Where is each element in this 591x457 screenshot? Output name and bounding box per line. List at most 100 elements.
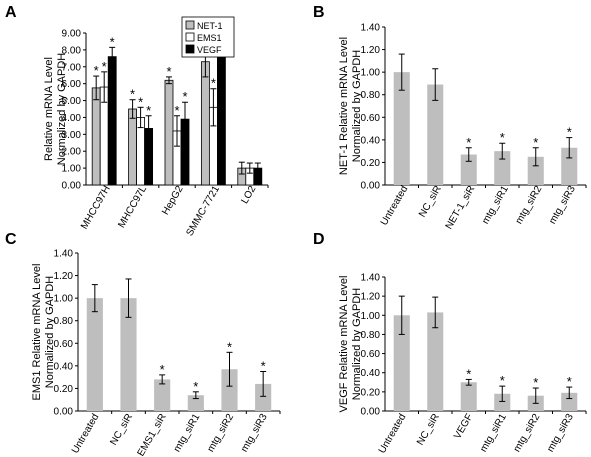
panel-c: C EMS1 Relative mRNA LevelNormalized by G… bbox=[5, 231, 281, 457]
x-tick-label: mtg_siR2 bbox=[514, 184, 545, 226]
y-tick-label: 1.40 bbox=[54, 249, 74, 260]
bar bbox=[393, 72, 410, 185]
y-tick-label: 1.20 bbox=[361, 45, 381, 56]
bar bbox=[527, 156, 544, 185]
x-tick-label: MHCC97H bbox=[79, 184, 113, 231]
y-tick-label: 0.20 bbox=[361, 158, 381, 169]
y-axis-label-line: Relative mRNA Level bbox=[43, 57, 55, 161]
legend-swatch bbox=[185, 44, 195, 54]
y-tick-label: 2.00 bbox=[62, 147, 82, 158]
x-tick-label: mtg_siR3 bbox=[239, 412, 270, 454]
significance-asterisk: * bbox=[500, 373, 505, 388]
significance-asterisk: * bbox=[182, 89, 187, 104]
significance-asterisk: * bbox=[146, 103, 151, 118]
x-tick-label: Untreated bbox=[70, 412, 101, 456]
x-tick-label: NC_siR bbox=[415, 412, 442, 447]
bar bbox=[427, 312, 444, 411]
bar bbox=[120, 298, 137, 411]
panel-letter: A bbox=[5, 4, 17, 21]
significance-asterisk: * bbox=[227, 339, 232, 354]
bar bbox=[86, 298, 103, 411]
y-tick-label: 1.00 bbox=[62, 164, 82, 175]
significance-asterisk: * bbox=[94, 63, 99, 78]
y-axis-label-line: VEGF Relative mRNA Level bbox=[338, 276, 350, 413]
bar bbox=[221, 369, 238, 411]
bar bbox=[561, 147, 578, 185]
y-axis-label: NET-1 Relative mRNA LevelNormalized by G… bbox=[338, 37, 363, 175]
x-tick-label: mtg_siR1 bbox=[172, 412, 203, 454]
legend-entry: EMS1 bbox=[197, 33, 222, 43]
x-tick-label: mtg_siR1 bbox=[478, 412, 509, 454]
y-tick-label: 9.00 bbox=[62, 29, 82, 40]
significance-asterisk: * bbox=[160, 362, 165, 377]
y-axis-label: Relative mRNA LevelNormalized by GAPDH bbox=[43, 53, 68, 166]
x-tick-label: VEGF bbox=[452, 412, 475, 441]
x-tick-label: SMMC-7721 bbox=[184, 184, 222, 238]
x-tick-label: mtg_siR2 bbox=[512, 412, 543, 454]
significance-asterisk: * bbox=[193, 379, 198, 394]
bar bbox=[154, 379, 171, 411]
y-tick-label: 0.00 bbox=[62, 181, 82, 192]
significance-asterisk: * bbox=[567, 374, 572, 389]
y-tick-label: 3.00 bbox=[62, 130, 82, 141]
panel-letter: C bbox=[5, 231, 17, 248]
legend-entry: NET-1 bbox=[197, 21, 223, 31]
y-tick-label: 0.20 bbox=[361, 387, 381, 398]
y-tick-label: 0.80 bbox=[361, 330, 381, 341]
bar bbox=[427, 84, 444, 185]
bar bbox=[255, 383, 272, 411]
y-tick-label: 1.20 bbox=[54, 271, 74, 282]
y-tick-label: 0.00 bbox=[54, 407, 74, 418]
significance-asterisk: * bbox=[211, 76, 216, 91]
bar bbox=[107, 56, 117, 186]
y-axis-label-line: EMS1 Relative mRNA Level bbox=[31, 264, 43, 401]
y-axis-label-line: Normalized by GAPDH bbox=[351, 288, 363, 401]
bar bbox=[460, 382, 477, 411]
bar bbox=[217, 54, 226, 186]
y-axis-label-line: Normalized by GAPDH bbox=[56, 53, 68, 166]
y-axis-label-line: Normalized by GAPDH bbox=[44, 276, 56, 389]
bar bbox=[494, 151, 511, 185]
x-tick-label: NC_siR bbox=[417, 184, 444, 219]
significance-asterisk: * bbox=[567, 125, 572, 140]
significance-asterisk: * bbox=[138, 94, 143, 109]
significance-asterisk: * bbox=[500, 130, 505, 145]
y-tick-label: 1.00 bbox=[361, 311, 381, 322]
x-tick-label: HepG2 bbox=[160, 184, 186, 217]
x-tick-label: Untreated bbox=[377, 412, 408, 456]
x-tick-label: mtg_siR1 bbox=[480, 184, 511, 226]
legend-entry: VEGF bbox=[197, 45, 222, 55]
x-tick-label: Untreated bbox=[379, 184, 410, 228]
y-tick-label: 1.00 bbox=[54, 294, 74, 305]
x-tick-label: NET-1_siR bbox=[444, 184, 478, 231]
bar bbox=[561, 392, 578, 411]
legend: NET-1 EMS1 VEGF bbox=[181, 16, 235, 58]
bar bbox=[128, 108, 137, 186]
y-tick-label: 0.40 bbox=[361, 135, 381, 146]
y-tick-label: 0.60 bbox=[54, 339, 74, 350]
x-tick-label: mtg_siR2 bbox=[205, 412, 236, 454]
x-tick-label: mtg_siR3 bbox=[545, 412, 576, 454]
y-tick-label: 0.60 bbox=[361, 113, 381, 124]
significance-asterisk: * bbox=[533, 375, 538, 390]
bar bbox=[494, 393, 511, 411]
bar bbox=[91, 87, 101, 186]
significance-asterisk: * bbox=[174, 103, 179, 118]
y-tick-label: 1.40 bbox=[361, 23, 381, 34]
y-tick-label: 6.00 bbox=[62, 79, 82, 90]
x-tick-label: MHCC97L bbox=[116, 184, 149, 230]
y-tick-label: 0.00 bbox=[361, 181, 381, 192]
y-axis-label: VEGF Relative mRNA LevelNormalized by GA… bbox=[338, 276, 363, 413]
y-tick-label: 1.40 bbox=[361, 273, 381, 284]
y-axis-label-line: NET-1 Relative mRNA Level bbox=[338, 37, 350, 175]
significance-asterisk: * bbox=[166, 64, 171, 79]
x-tick-label: mtg_siR3 bbox=[547, 184, 578, 226]
legend-swatch bbox=[185, 20, 195, 30]
y-tick-label: 8.00 bbox=[62, 45, 82, 56]
y-axis-label: EMS1 Relative mRNA LevelNormalized by GA… bbox=[31, 264, 56, 401]
significance-asterisk: * bbox=[102, 59, 107, 74]
y-tick-label: 7.00 bbox=[62, 62, 82, 73]
y-axis-label-line: Normalized by GAPDH bbox=[351, 50, 363, 163]
y-tick-label: 5.00 bbox=[62, 96, 82, 107]
